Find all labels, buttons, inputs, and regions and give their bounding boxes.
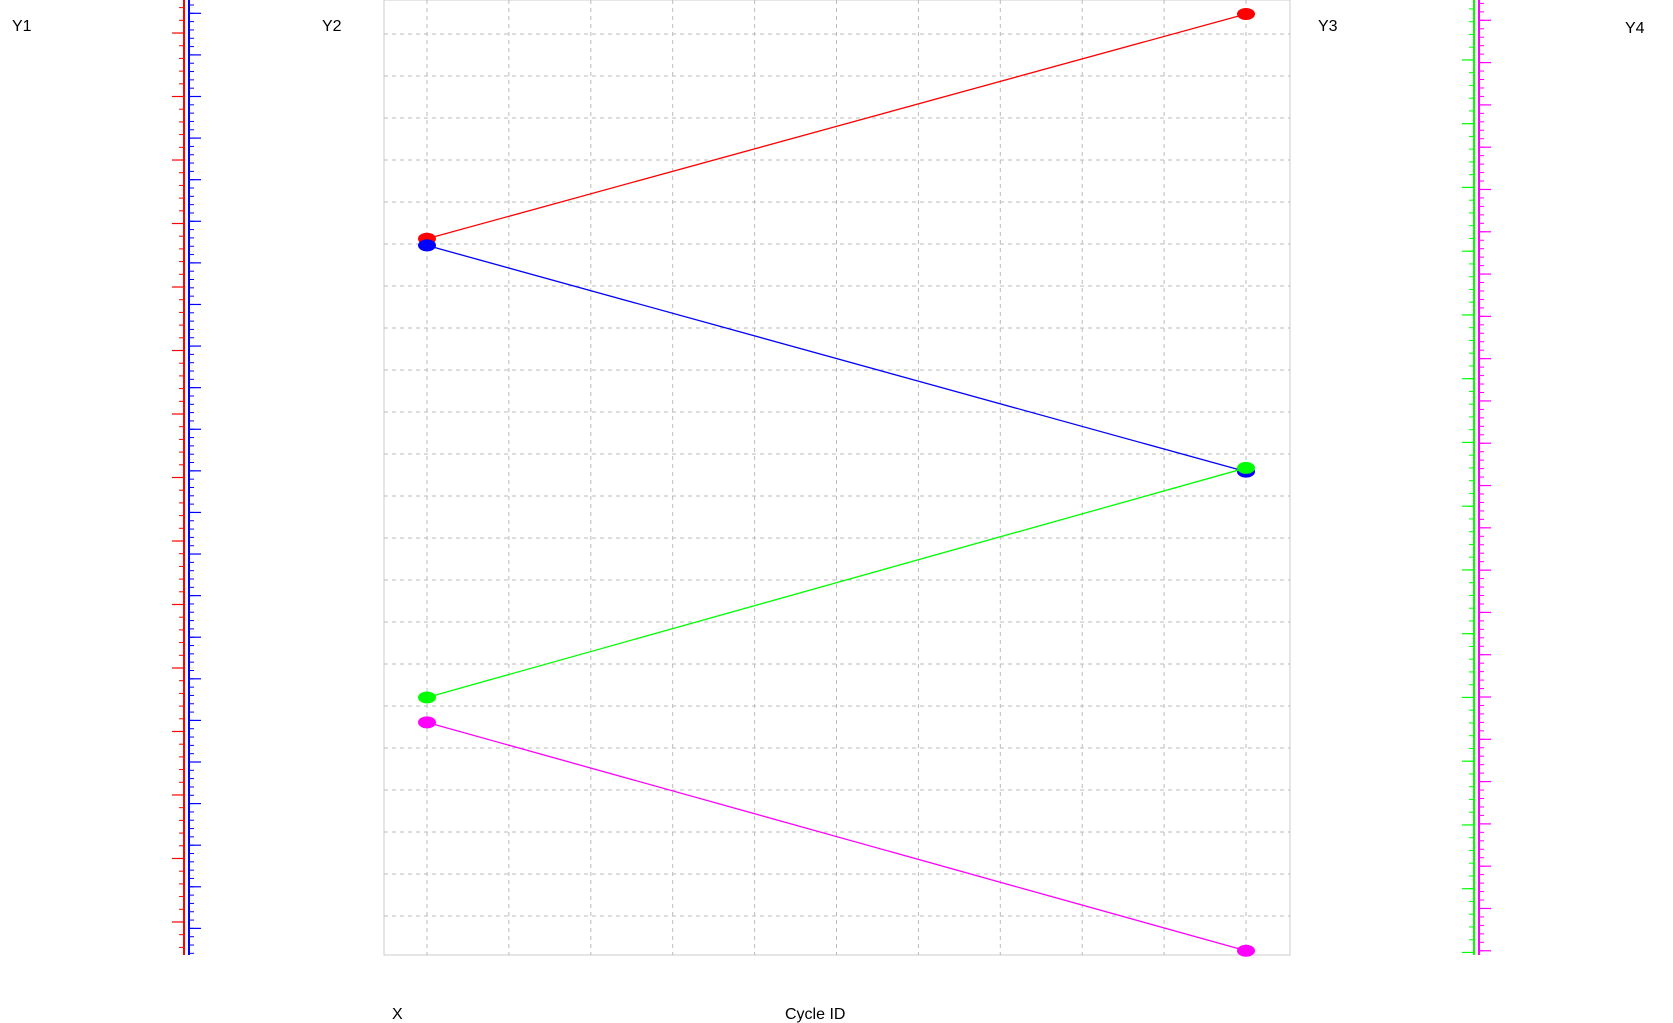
series-line-y1 xyxy=(426,13,1247,240)
y2-axis xyxy=(188,0,201,955)
y2-axis-title: Y2 xyxy=(322,18,342,35)
x-axis-title: Cycle ID xyxy=(785,1006,845,1023)
x-axis-name: X xyxy=(392,1006,403,1023)
series-line-y4 xyxy=(426,721,1247,952)
y3-axis-title: Y3 xyxy=(1318,18,1338,35)
y1-axis xyxy=(172,0,185,955)
axes xyxy=(172,0,1491,955)
y4-axis xyxy=(1478,0,1491,955)
y3-axis xyxy=(1462,0,1475,955)
series-line-y2 xyxy=(426,244,1247,473)
y4-axis-title: Y4 xyxy=(1625,20,1645,37)
grid xyxy=(383,0,1291,956)
series-line-y3 xyxy=(426,467,1247,699)
y1-axis-title: Y1 xyxy=(12,18,32,35)
data-point-y3 xyxy=(418,691,436,704)
data-point-y1 xyxy=(1237,7,1255,20)
data-point-y4 xyxy=(418,716,436,729)
data-point-y4 xyxy=(1237,944,1255,957)
data-point-y3 xyxy=(1237,461,1255,474)
series-layer xyxy=(418,7,1255,957)
data-point-y2 xyxy=(418,239,436,252)
